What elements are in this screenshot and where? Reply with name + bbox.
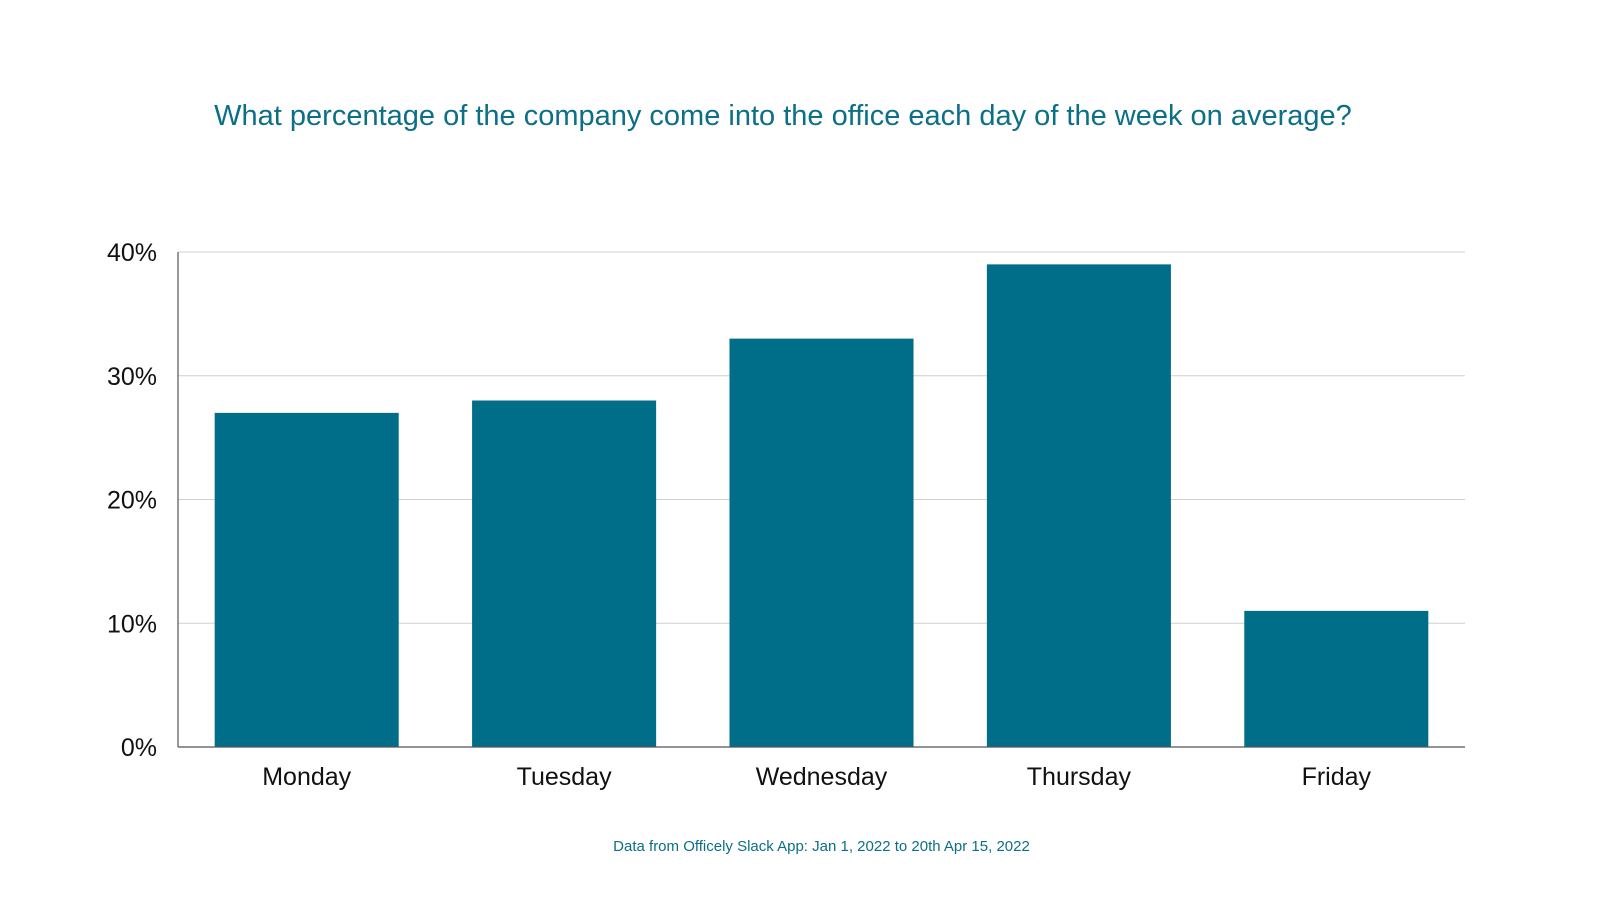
bar-friday xyxy=(1244,610,1429,747)
bar-thursday xyxy=(986,264,1171,747)
y-tick-label: 20% xyxy=(107,487,157,515)
bar-wednesday xyxy=(729,338,914,747)
y-tick-label: 30% xyxy=(107,363,157,391)
y-tick-label: 10% xyxy=(107,610,157,638)
bar-monday xyxy=(214,412,399,747)
bar-tuesday xyxy=(472,400,657,747)
x-tick-label: Friday xyxy=(1302,763,1372,791)
chart-footnote: Data from Officely Slack App: Jan 1, 202… xyxy=(613,838,1030,855)
x-tick-label: Thursday xyxy=(1027,763,1132,791)
x-tick-label: Wednesday xyxy=(756,763,888,791)
y-tick-label: 40% xyxy=(107,239,157,267)
y-tick-label: 0% xyxy=(121,734,157,762)
x-tick-label: Monday xyxy=(262,763,351,791)
chart-title: What percentage of the company come into… xyxy=(214,100,1352,132)
x-tick-label: Tuesday xyxy=(517,763,612,791)
